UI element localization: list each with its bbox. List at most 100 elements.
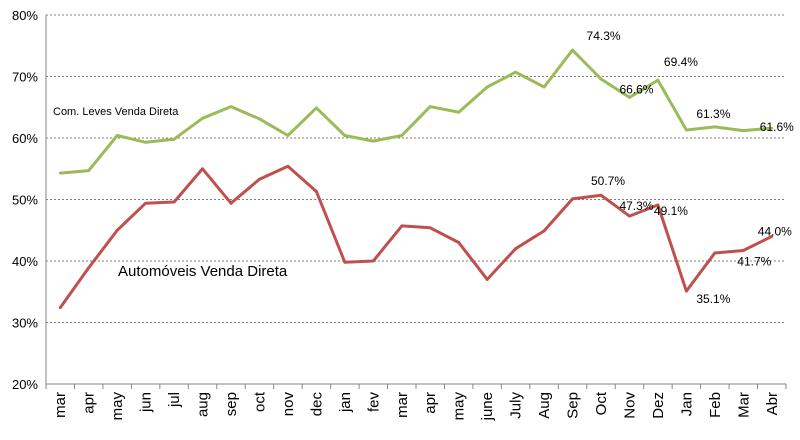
data-point <box>656 78 660 82</box>
y-tick-label: 80% <box>12 8 38 23</box>
data-point <box>201 116 204 120</box>
x-tick-label: sep <box>223 392 240 416</box>
y-tick-label: 30% <box>12 316 38 331</box>
data-point <box>286 164 290 168</box>
x-tick-label: nov <box>280 392 297 417</box>
data-point <box>599 193 603 197</box>
data-point <box>144 201 148 205</box>
x-tick-label: aug <box>195 392 212 417</box>
data-point <box>172 137 176 141</box>
data-point <box>371 139 375 143</box>
data-point <box>314 106 318 110</box>
x-tick-label: Aug <box>536 392 553 419</box>
data-label: 69.4% <box>664 55 698 69</box>
data-point <box>428 226 432 230</box>
x-tick-label: may <box>451 392 468 421</box>
data-point <box>201 167 204 171</box>
data-point <box>144 140 148 144</box>
data-point <box>115 134 119 137</box>
data-point <box>599 77 603 81</box>
data-point <box>371 259 375 263</box>
x-tick-label: apr <box>81 392 98 414</box>
series-lines <box>58 48 774 310</box>
data-label: 47.3% <box>619 199 653 213</box>
x-tick-label: apr <box>422 392 439 414</box>
x-tick-label: Nov <box>621 392 638 419</box>
data-point <box>770 126 774 130</box>
data-label: 44.0% <box>758 224 792 238</box>
y-tick-label: 60% <box>12 131 38 146</box>
data-point <box>87 169 91 172</box>
data-point <box>229 105 233 109</box>
series-label-automoveis: Automóveis Venda Direta <box>118 263 288 280</box>
data-point <box>770 235 774 238</box>
x-tick-label: fev <box>365 392 382 413</box>
data-point <box>172 200 176 204</box>
data-point <box>684 128 688 132</box>
data-label: 49.1% <box>654 204 688 218</box>
data-label: 35.1% <box>696 292 730 306</box>
data-point <box>58 171 62 175</box>
y-tick-label: 70% <box>12 70 38 85</box>
data-label: 61.6% <box>760 120 794 134</box>
x-tick-label: mar <box>394 392 411 418</box>
data-label: 41.7% <box>737 255 771 269</box>
x-tick-label: Abr <box>764 392 781 415</box>
x-tick-label: Sep <box>565 392 582 419</box>
data-point <box>684 289 688 293</box>
series-line-1 <box>58 164 773 309</box>
data-point <box>628 214 631 218</box>
data-point <box>485 278 489 281</box>
data-point <box>343 134 347 137</box>
y-axis: 20% 30% 40% 50% 60% 70% 80% <box>12 8 38 392</box>
data-point <box>571 197 574 201</box>
data-point <box>713 251 717 255</box>
x-tick-label: July <box>508 392 525 419</box>
data-point <box>115 228 119 232</box>
x-tick-label: dec <box>308 392 325 417</box>
series-label-com-leves: Com. Leves Venda Direta <box>53 106 179 118</box>
x-tick-label: Oct <box>593 391 610 415</box>
data-point <box>656 203 660 207</box>
data-point <box>343 260 347 264</box>
data-point <box>258 117 261 121</box>
data-point <box>58 306 62 310</box>
data-labels: 74.3% 66.6% 69.4% 61.3% 61.6% 50.7% 47.3% 49.1%… <box>587 29 795 306</box>
data-label: 50.7% <box>591 174 625 188</box>
data-point <box>258 177 261 181</box>
x-tick-label: oct <box>251 391 268 412</box>
data-point <box>628 96 631 99</box>
x-tick-label: mar <box>52 392 69 418</box>
data-point <box>542 229 546 233</box>
x-tick-label: jan <box>337 392 354 413</box>
data-point <box>457 110 461 114</box>
x-tick-label: jun <box>138 392 155 413</box>
data-point <box>571 48 574 52</box>
x-tick-label: jul <box>166 392 183 408</box>
y-tick-label: 50% <box>12 193 38 208</box>
data-point <box>229 201 233 205</box>
x-tick-label: Dez <box>650 392 667 419</box>
x-tick-label: may <box>109 392 126 421</box>
data-point <box>286 134 290 137</box>
data-point <box>741 249 745 252</box>
data-point <box>87 266 91 270</box>
data-point <box>514 247 518 251</box>
data-point <box>457 241 461 244</box>
series-labels: Com. Leves Venda Direta Automóveis Venda … <box>53 106 288 280</box>
x-tick-label: Jan <box>678 392 695 416</box>
data-label: 74.3% <box>587 29 621 43</box>
data-point <box>400 134 404 137</box>
x-tick-label: Mar <box>735 392 752 418</box>
y-tick-label: 40% <box>12 254 38 269</box>
y-tick-label: 20% <box>12 377 38 392</box>
data-point <box>741 129 745 133</box>
x-tick-label: june <box>479 392 496 421</box>
x-tick-label: Feb <box>707 392 724 418</box>
data-point <box>713 125 717 129</box>
x-axis: mar apr may jun jul aug sep oct nov dec jan fev mar a… <box>45 15 787 421</box>
data-point <box>485 85 489 89</box>
data-point <box>514 70 518 74</box>
data-point <box>314 190 318 193</box>
